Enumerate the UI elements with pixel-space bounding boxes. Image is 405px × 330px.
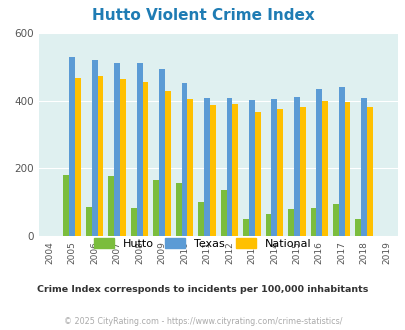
Bar	[130, 208, 136, 236]
Bar	[164, 91, 171, 236]
Bar	[322, 101, 327, 236]
Bar	[332, 205, 338, 236]
Bar	[248, 100, 254, 236]
Bar	[108, 176, 114, 236]
Bar	[187, 99, 193, 236]
Text: Crime Index corresponds to incidents per 100,000 inhabitants: Crime Index corresponds to incidents per…	[37, 285, 368, 294]
Bar	[344, 102, 350, 236]
Bar	[288, 209, 293, 236]
Bar	[69, 57, 75, 236]
Bar	[75, 78, 81, 236]
Text: © 2025 CityRating.com - https://www.cityrating.com/crime-statistics/: © 2025 CityRating.com - https://www.city…	[64, 317, 341, 326]
Bar	[360, 98, 366, 236]
Bar	[86, 207, 92, 236]
Bar	[120, 79, 126, 236]
Bar	[232, 104, 238, 236]
Bar	[63, 175, 69, 236]
Bar	[354, 219, 360, 236]
Legend: Hutto, Texas, National: Hutto, Texas, National	[90, 234, 315, 253]
Bar	[310, 208, 315, 236]
Bar	[220, 190, 226, 236]
Bar	[153, 180, 159, 236]
Bar	[293, 97, 299, 236]
Bar	[338, 87, 344, 236]
Bar	[299, 107, 305, 236]
Bar	[226, 98, 232, 236]
Bar	[277, 109, 282, 236]
Bar	[366, 107, 372, 236]
Bar	[198, 202, 204, 236]
Bar	[315, 89, 322, 236]
Bar	[92, 60, 97, 236]
Bar	[243, 219, 248, 236]
Text: Hutto Violent Crime Index: Hutto Violent Crime Index	[92, 8, 313, 23]
Bar	[204, 98, 209, 236]
Bar	[254, 113, 260, 236]
Bar	[271, 99, 277, 236]
Bar	[175, 182, 181, 236]
Bar	[265, 214, 271, 236]
Bar	[97, 76, 103, 236]
Bar	[114, 63, 120, 236]
Bar	[136, 63, 142, 236]
Bar	[209, 105, 215, 236]
Bar	[181, 83, 187, 236]
Bar	[142, 82, 148, 236]
Bar	[159, 69, 164, 236]
